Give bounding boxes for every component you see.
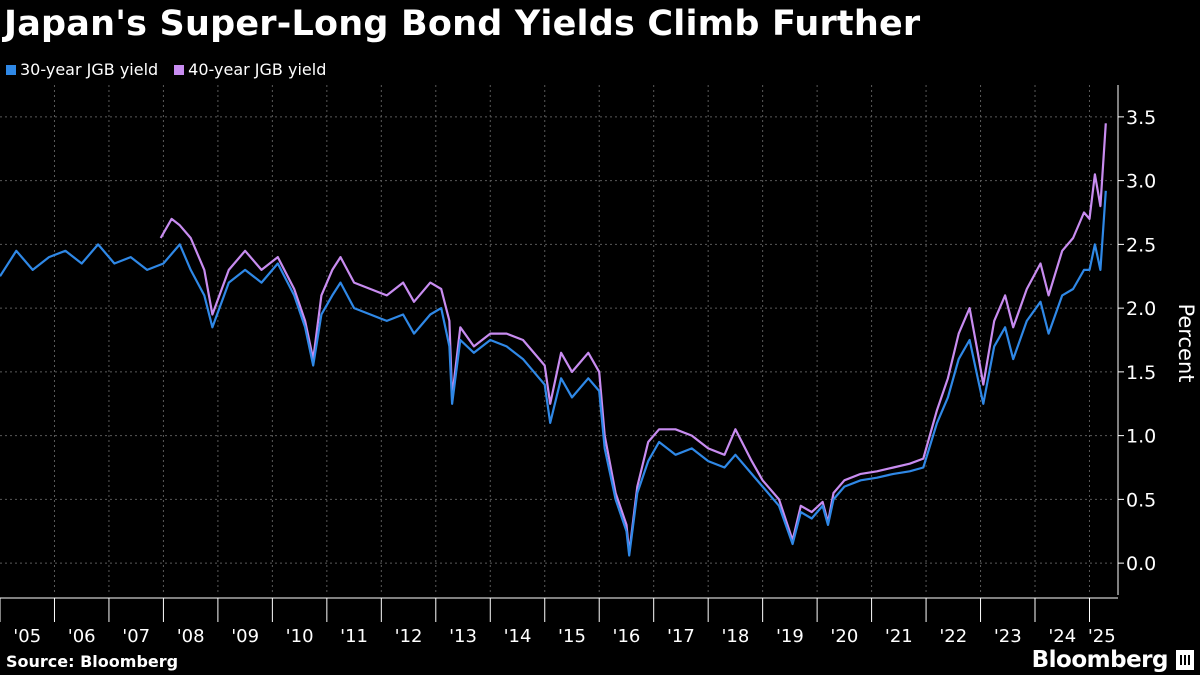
y-tick-label: 0.0 — [1126, 553, 1156, 575]
x-tick-label: '06 — [68, 626, 96, 647]
x-tick-label: '09 — [231, 626, 259, 647]
x-tick-label: '23 — [994, 626, 1022, 647]
y-tick-label: 1.0 — [1126, 426, 1156, 448]
legend-item-40y: 40-year JGB yield — [174, 60, 326, 79]
legend-label-40y: 40-year JGB yield — [188, 60, 327, 79]
chart-title: Japan's Super-Long Bond Yields Climb Fur… — [4, 4, 921, 44]
x-tick-label: '14 — [504, 626, 532, 647]
legend-label-30y: 30-year JGB yield — [20, 60, 159, 79]
y-tick-label: 2.0 — [1126, 298, 1156, 320]
source-note: Source: Bloomberg — [6, 652, 179, 671]
x-tick-label: '16 — [613, 626, 641, 647]
x-tick-label: '18 — [721, 626, 749, 647]
x-tick-label: '08 — [177, 626, 205, 647]
series-line-30y — [0, 190, 1107, 557]
bloomberg-logo: Bloomberg — [1031, 647, 1169, 673]
x-tick-label: '21 — [885, 626, 913, 647]
x-tick-label: '11 — [340, 626, 368, 647]
x-tick-label: '20 — [830, 626, 858, 647]
x-tick-label: '13 — [449, 626, 477, 647]
x-tick-label: '15 — [558, 626, 586, 647]
x-tick-label: '17 — [667, 626, 695, 647]
x-tick-label: '22 — [939, 626, 967, 647]
x-tick-label: '07 — [122, 626, 150, 647]
x-tick-label: '12 — [395, 626, 423, 647]
legend: 30-year JGB yield 40-year JGB yield — [6, 60, 326, 79]
legend-swatch-30y — [6, 64, 16, 75]
y-tick-label: 3.5 — [1126, 107, 1156, 129]
y-tick-label: 2.5 — [1126, 234, 1156, 256]
y-tick-label: 1.5 — [1126, 362, 1156, 384]
legend-swatch-40y — [174, 64, 185, 75]
x-tick-label: '19 — [776, 626, 804, 647]
x-tick-label: '10 — [286, 626, 314, 647]
x-tick-label: '05 — [13, 626, 41, 647]
series-line-40y — [159, 123, 1107, 554]
x-tick-label: '24 — [1048, 626, 1076, 647]
y-tick-label: 0.5 — [1126, 489, 1156, 511]
bloomberg-terminal-icon — [1176, 650, 1194, 670]
legend-item-30y: 30-year JGB yield — [6, 60, 158, 79]
y-tick-label: 3.0 — [1126, 171, 1156, 193]
x-tick-label: '25 — [1088, 626, 1116, 647]
y-axis-label: Percent — [1174, 303, 1198, 383]
